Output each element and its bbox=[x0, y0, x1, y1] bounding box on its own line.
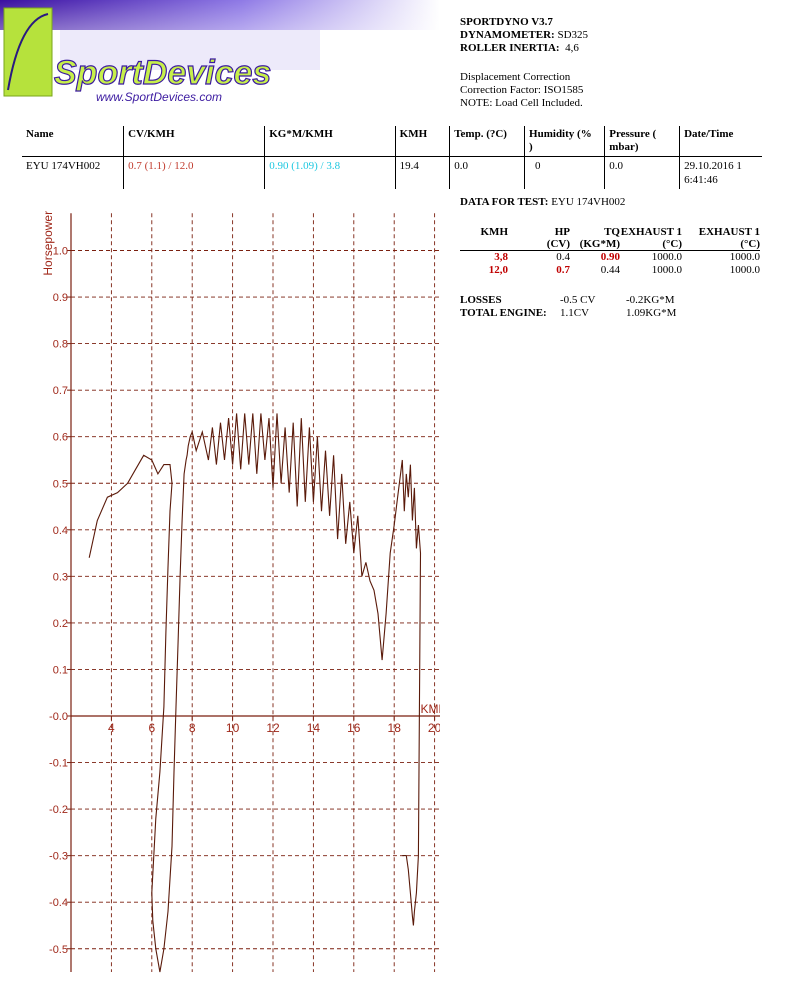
y-tick-label: 0.7 bbox=[53, 385, 68, 397]
x-tick-label: 4 bbox=[108, 721, 115, 735]
col-tq: TQ bbox=[604, 226, 620, 238]
header-note: NOTE: Load Cell Included. bbox=[460, 97, 583, 109]
cell-datetime: 29.10.2016 1 6:41:46 bbox=[679, 156, 762, 189]
y-tick-label: 0.6 bbox=[53, 432, 68, 444]
test-data-table: KMH HP TQ EXHAUST 1 EXHAUST 1 (CV) (KG*M… bbox=[460, 226, 760, 277]
cell-tq: 0.44 bbox=[600, 264, 620, 276]
header-note: Displacement Correction bbox=[460, 71, 571, 83]
col-cv-kmh: CV/KMH bbox=[123, 126, 265, 157]
col-hp: HP bbox=[554, 226, 570, 238]
col-humidity: Humidity (% ) bbox=[524, 126, 605, 157]
x-tick-label: 18 bbox=[388, 721, 402, 735]
cell-exhaust1: 1000.0 bbox=[651, 264, 682, 276]
header-note: Correction Factor: ISO1585 bbox=[460, 84, 584, 96]
chart-ticks: 1.0 0.9 0.8 0.7 0.6 0.5 0.4 0.3 0.2 0.1 -0.0 -0.1 -0… bbox=[49, 246, 440, 956]
cell-hp: 0.7 bbox=[556, 264, 570, 276]
table-row: 3,8 0.4 0.90 1000.0 1000.0 bbox=[460, 251, 760, 265]
cell-kgm-kmh: 0.90 (1.09) / 3.8 bbox=[264, 156, 396, 189]
y-tick-label: 1.0 bbox=[53, 246, 68, 258]
cell-tq: 0.90 bbox=[600, 251, 620, 263]
y-tick-label: -0.0 bbox=[49, 711, 68, 723]
y-tick-label: 0.9 bbox=[53, 292, 68, 304]
y-tick-label: -0.1 bbox=[49, 758, 68, 770]
cell-exhaust1b: 1000.0 bbox=[729, 264, 760, 276]
cell-kmh: 12,0 bbox=[488, 264, 508, 276]
losses-row: LOSSES -0.5 CV -0.2KG*M bbox=[460, 294, 676, 307]
x-tick-label: 10 bbox=[226, 721, 240, 735]
table-row: EYU 174VH002 0.7 (1.1) / 12.0 0.90 (1.09… bbox=[22, 156, 762, 189]
logo-graphic: SportDevices www.SportDevices.com bbox=[0, 0, 440, 104]
y-tick-label: 0.2 bbox=[53, 618, 68, 630]
y-tick-label: 0.1 bbox=[53, 664, 68, 676]
x-tick-label: 6 bbox=[148, 721, 155, 735]
col-exhaust1b: EXHAUST 1 bbox=[698, 226, 760, 238]
horsepower-chart: 1.0 0.9 0.8 0.7 0.6 0.5 0.4 0.3 0.2 0.1 -0.0 -0.1 -0… bbox=[41, 211, 440, 973]
col-exhaust1: EXHAUST 1 bbox=[620, 226, 682, 238]
header-line: ROLLER INERTIA: 4,6 bbox=[460, 42, 579, 54]
col-kgm-kmh: KG*M/KMH bbox=[264, 126, 396, 157]
x-tick-label: 14 bbox=[307, 721, 321, 735]
x-tick-label: 20 bbox=[428, 721, 440, 735]
cell-pressure: 0.0 bbox=[604, 156, 680, 189]
cell-name: EYU 174VH002 bbox=[22, 156, 124, 189]
logo-url: www.SportDevices.com bbox=[96, 90, 222, 104]
losses-label: LOSSES bbox=[460, 294, 502, 306]
sportdevices-logo: SportDevices www.SportDevices.com bbox=[0, 0, 440, 112]
col-name: Name bbox=[26, 128, 54, 140]
total-label: TOTAL ENGINE: bbox=[460, 307, 547, 319]
y-tick-label: 0.5 bbox=[53, 478, 68, 490]
x-tick-label: 8 bbox=[189, 721, 196, 735]
header-line: DYNAMOMETER: SD325 bbox=[460, 29, 589, 41]
chart-axes bbox=[70, 213, 440, 973]
col-tq-unit: (KG*M) bbox=[570, 238, 620, 251]
table-row: 12,0 0.7 0.44 1000.0 1000.0 bbox=[460, 264, 760, 277]
y-tick-label: 0.4 bbox=[53, 525, 68, 537]
losses-cv: -0.5 CV bbox=[560, 294, 596, 306]
y-tick-label: -0.4 bbox=[49, 897, 68, 909]
test-data-header: DATA FOR TEST: EYU 174VH002 bbox=[460, 196, 625, 208]
total-row: TOTAL ENGINE: 1.1CV 1.09KG*M bbox=[460, 307, 676, 320]
header-line: SPORTDYNO V3.7 bbox=[460, 16, 553, 28]
total-kgm: 1.09KG*M bbox=[626, 307, 677, 319]
cell-exhaust1b: 1000.0 bbox=[729, 251, 760, 263]
cell-temp: 0.0 bbox=[449, 156, 525, 189]
test-info-table: Name CV/KMH KG*M/KMH KMH Temp. (?C) Humi… bbox=[22, 126, 762, 189]
col-kmh-unit bbox=[460, 238, 508, 251]
y-tick-label: 0.3 bbox=[53, 571, 68, 583]
total-cv: 1.1CV bbox=[560, 307, 590, 319]
cell-kmh: 19.4 bbox=[394, 156, 450, 189]
y-tick-label: -0.2 bbox=[49, 804, 68, 816]
cell-exhaust1: 1000.0 bbox=[651, 251, 682, 263]
cell-kmh: 3,8 bbox=[494, 251, 508, 263]
y-tick-label: -0.3 bbox=[49, 851, 68, 863]
col-pressure: Pressure ( mbar) bbox=[604, 126, 680, 157]
horsepower-curve bbox=[88, 413, 422, 973]
col-exhaust1-unit: (°C) bbox=[620, 238, 682, 251]
losses-kgm: -0.2KG*M bbox=[626, 294, 675, 306]
x-tick-label: 12 bbox=[266, 721, 280, 735]
x-axis-label: KMH bbox=[420, 702, 440, 716]
col-exhaust1b-unit: (°C) bbox=[682, 238, 760, 251]
test-data-label: DATA FOR TEST: bbox=[460, 196, 549, 208]
test-name: EYU 174VH002 bbox=[551, 196, 626, 208]
col-kmh: KMH bbox=[394, 126, 450, 157]
y-axis-label: Horsepower bbox=[41, 211, 55, 276]
cell-hp: 0.4 bbox=[556, 251, 570, 263]
losses-table: LOSSES -0.5 CV -0.2KG*M TOTAL ENGINE: 1.… bbox=[460, 294, 676, 320]
col-hp-unit: (CV) bbox=[508, 238, 570, 251]
col-kmh: KMH bbox=[480, 226, 509, 238]
x-tick-label: 16 bbox=[347, 721, 361, 735]
logo-text: SportDevices bbox=[54, 54, 271, 92]
y-tick-label: 0.8 bbox=[53, 339, 68, 351]
col-datetime: Date/Time bbox=[679, 126, 762, 157]
cell-cv-kmh: 0.7 (1.1) / 12.0 bbox=[123, 156, 265, 189]
chart-grid bbox=[71, 213, 440, 973]
cell-humidity: 0 bbox=[524, 156, 605, 189]
y-tick-label: -0.5 bbox=[49, 944, 68, 956]
col-temp: Temp. (?C) bbox=[449, 126, 525, 157]
header-info: SPORTDYNO V3.7 DYNAMOMETER: SD325 ROLLER… bbox=[460, 16, 588, 110]
